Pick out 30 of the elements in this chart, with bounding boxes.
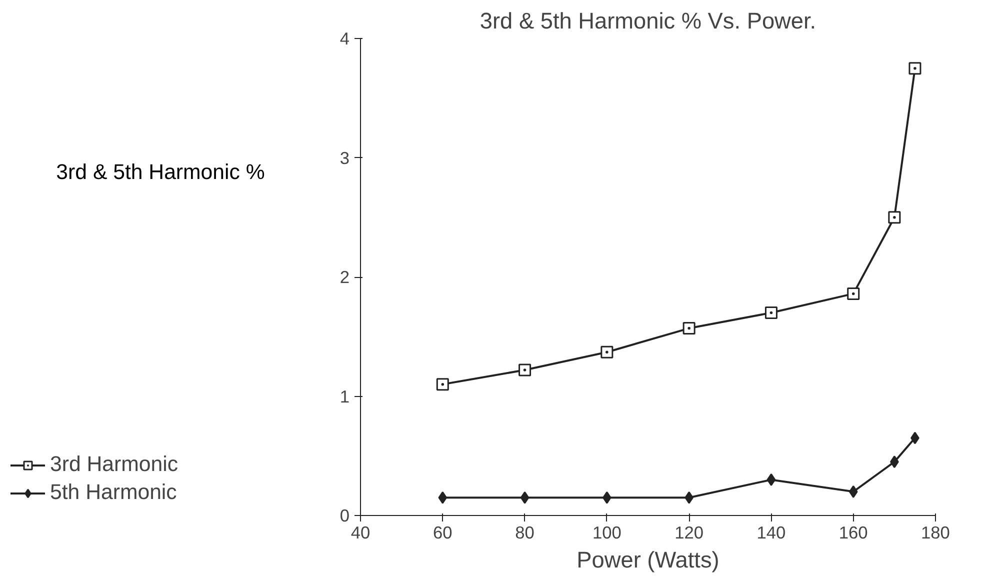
y-tick-label: 1 xyxy=(340,386,350,406)
y-tick-label: 0 xyxy=(340,506,350,526)
point xyxy=(888,211,901,224)
y-tick-label: 4 xyxy=(340,28,350,48)
x-tick-label: 180 xyxy=(921,522,950,542)
point xyxy=(908,62,922,75)
y-tick-label: 2 xyxy=(340,267,350,287)
point xyxy=(518,364,532,376)
x-tick-label: 140 xyxy=(756,522,786,542)
point xyxy=(682,322,696,335)
x-tick-label: 80 xyxy=(515,522,534,542)
x-axis-title: Power (Watts) xyxy=(576,546,720,572)
point xyxy=(766,473,776,486)
legend-label: 3rd Harmonic xyxy=(50,452,178,477)
x-tick-label: 100 xyxy=(592,522,622,542)
x-tick-label: 120 xyxy=(674,522,704,542)
point xyxy=(520,491,530,504)
x-tick-label: 40 xyxy=(350,522,370,542)
x-tick-label: 60 xyxy=(433,522,452,542)
point xyxy=(600,346,614,358)
chart-title: 3rd & 5th Harmonic % Vs. Power. xyxy=(480,8,816,34)
y-axis-title: 3rd & 5th Harmonic % xyxy=(56,160,265,184)
point xyxy=(847,287,860,300)
point xyxy=(848,485,858,498)
point xyxy=(438,491,448,504)
y-tick-label: 3 xyxy=(340,148,350,168)
x-tick-label: 160 xyxy=(838,522,868,542)
legend-label: 5th Harmonic xyxy=(50,480,177,505)
point xyxy=(436,378,449,391)
point xyxy=(764,306,778,320)
